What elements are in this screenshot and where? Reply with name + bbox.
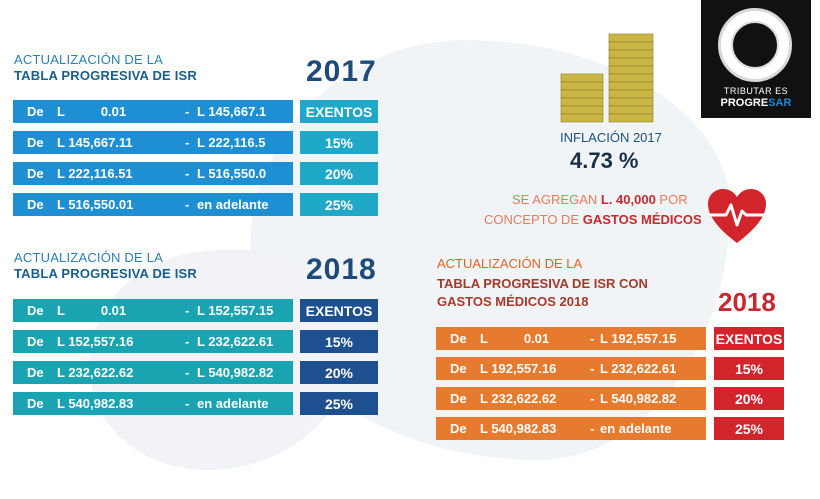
tributar-logo: TRIBUTAR ES PROGRESAR (701, 0, 811, 118)
row-rate: EXENTOS (300, 299, 378, 322)
table-2018-heading-line2: TABLA PROGRESIVA DE ISR (14, 266, 198, 281)
table-2018-year: 2018 (306, 253, 377, 286)
row-from-value: L 232,622.62 (480, 391, 557, 406)
medical-line2: CONCEPTO DE GASTOS MÉDICOS (484, 212, 702, 227)
row-de-label: De (27, 197, 44, 212)
table-gm-heading-line2: TABLA PROGRESIVA DE ISR CON (437, 276, 648, 291)
row-to-value: L 145,667.1 (197, 104, 267, 119)
logo-line2: PROGRESAR (720, 97, 792, 109)
row-dash: - (590, 361, 595, 376)
row-from-value: L 0.01 (57, 104, 127, 119)
table-row: De L 540,982.83 - en adelante (436, 417, 706, 440)
table-2017-heading-line1: ACTUALIZACIÓN DE LA (14, 52, 163, 67)
row-dash: - (590, 391, 595, 406)
row-to-value: L 540,982.82 (600, 391, 677, 406)
row-rate: 15% (300, 131, 378, 154)
row-rate: 15% (300, 330, 378, 353)
row-rate: 25% (714, 417, 784, 440)
row-rate: 20% (714, 387, 784, 410)
row-de-label: De (450, 361, 467, 376)
row-rate: 25% (300, 193, 378, 216)
table-row: De L 232,622.62 - L 540,982.82 (436, 387, 706, 410)
row-dash: - (185, 166, 190, 181)
row-rate: EXENTOS (300, 100, 378, 123)
heart-pulse-icon (708, 189, 766, 243)
table-row: De L 192,557.16 - L 232,622.61 (436, 357, 706, 380)
row-to-value: L 222,116.5 (197, 135, 266, 150)
table-row: De L 0.01 - L 152,557.15 (13, 299, 293, 322)
row-de-label: De (450, 391, 467, 406)
row-to-value: L 152,557.15 (197, 303, 274, 318)
row-to-value: L 232,622.61 (600, 361, 677, 376)
row-dash: - (185, 334, 190, 349)
row-to-value: L 516,550.0 (197, 166, 267, 181)
medical-line1: SE AGREGAN L. 40,000 POR (512, 192, 688, 207)
coins-icon (560, 33, 654, 123)
row-de-label: De (27, 104, 44, 119)
row-dash: - (185, 197, 190, 212)
row-dash: - (185, 104, 190, 119)
row-rate: 20% (300, 162, 378, 185)
table-gm-year: 2018 (718, 287, 776, 317)
row-from-value: L 0.01 (480, 331, 550, 346)
seal-icon (718, 8, 792, 82)
row-from-value: L 192,557.16 (480, 361, 557, 376)
row-to-value: L 540,982.82 (197, 365, 274, 380)
logo-line1: TRIBUTAR ES (723, 86, 789, 96)
table-row: De L 145,667.11 - L 222,116.5 (13, 131, 293, 154)
table-2017-heading-line2: TABLA PROGRESIVA DE ISR (14, 68, 198, 83)
row-to-value: en adelante (197, 396, 269, 411)
table-row: De L 152,557.16 - L 232,622.61 (13, 330, 293, 353)
table-row: De L 222,116.51 - L 516,550.0 (13, 162, 293, 185)
row-from-value: L 516,550.01 (57, 197, 134, 212)
row-dash: - (590, 331, 595, 346)
row-dash: - (590, 421, 595, 436)
row-de-label: De (27, 303, 44, 318)
table-row: De L 232,622.62 - L 540,982.82 (13, 361, 293, 384)
table-row: De L 516,550.01 - en adelante (13, 193, 293, 216)
row-from-value: L 152,557.16 (57, 334, 134, 349)
row-from-value: L 0.01 (57, 303, 127, 318)
table-gm-heading-line3: GASTOS MÉDICOS 2018 (437, 294, 589, 309)
row-de-label: De (27, 166, 44, 181)
row-to-value: en adelante (600, 421, 672, 436)
row-de-label: De (27, 334, 44, 349)
row-from-value: L 540,982.83 (57, 396, 134, 411)
row-dash: - (185, 303, 190, 318)
table-gm-heading-line1: ACTUALIZACIÓN DE LA (437, 256, 583, 271)
row-dash: - (185, 396, 190, 411)
row-dash: - (185, 135, 190, 150)
table-row: De L 0.01 - L 145,667.1 (13, 100, 293, 123)
table-2017-year: 2017 (306, 55, 377, 88)
row-de-label: De (27, 365, 44, 380)
row-from-value: L 145,667.11 (57, 135, 133, 150)
table-2018-heading-line1: ACTUALIZACIÓN DE LA (14, 250, 163, 265)
row-de-label: De (27, 396, 44, 411)
inflation-value: 4.73 % (570, 148, 639, 173)
row-rate: 20% (300, 361, 378, 384)
row-rate: 15% (714, 357, 784, 380)
row-to-value: L 192,557.15 (600, 331, 677, 346)
row-to-value: L 232,622.61 (197, 334, 274, 349)
background-map-lower (90, 250, 350, 470)
table-row: De L 0.01 - L 192,557.15 (436, 327, 706, 350)
row-rate: EXENTOS (714, 327, 784, 350)
row-rate: 25% (300, 392, 378, 415)
row-de-label: De (450, 421, 467, 436)
row-to-value: en adelante (197, 197, 269, 212)
row-from-value: L 540,982.83 (480, 421, 557, 436)
row-from-value: L 222,116.51 (57, 166, 133, 181)
table-row: De L 540,982.83 - en adelante (13, 392, 293, 415)
inflation-label: INFLACIÓN 2017 (560, 130, 662, 145)
row-dash: - (185, 365, 190, 380)
row-de-label: De (27, 135, 44, 150)
row-de-label: De (450, 331, 467, 346)
row-from-value: L 232,622.62 (57, 365, 134, 380)
